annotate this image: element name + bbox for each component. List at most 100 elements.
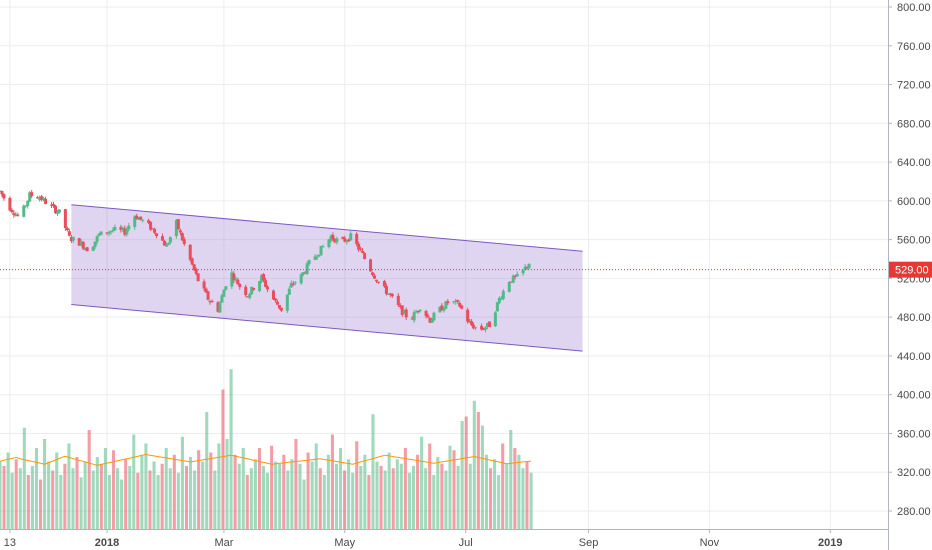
price-axis[interactable]: 800.00 760.00 720.00 680.00 640.00 600.00 560.… <box>888 2 932 518</box>
candle-body <box>232 273 236 281</box>
price-tick-label: 760.00 <box>897 41 931 53</box>
volume-bar <box>213 470 217 529</box>
volume-bar <box>432 475 436 529</box>
candle-body <box>258 281 262 291</box>
last-price-badge <box>889 261 932 278</box>
volume-bar <box>79 477 83 529</box>
candle-body <box>44 198 48 204</box>
candle-body <box>424 310 428 316</box>
candle-body <box>160 236 164 241</box>
volume-bar <box>249 468 253 529</box>
volume-bar <box>124 459 128 529</box>
volume-bar <box>480 425 484 529</box>
candle-body <box>398 305 402 307</box>
volume-bar <box>91 470 95 529</box>
volume-bar <box>156 475 160 529</box>
candle-body <box>509 281 513 283</box>
volume-bar <box>505 463 509 529</box>
volume-bar <box>399 463 403 529</box>
candle-body <box>307 260 311 265</box>
volume-bar <box>221 389 225 529</box>
candle-body <box>77 238 81 246</box>
candle-body <box>452 301 456 303</box>
volume-bar <box>383 470 387 529</box>
candle-body <box>162 240 166 246</box>
candle-body <box>125 229 129 235</box>
volume-bar <box>63 463 67 529</box>
candle-body <box>206 291 210 300</box>
volume-bar <box>180 436 184 529</box>
price-tick-label: 440.00 <box>897 351 931 363</box>
candle-body <box>293 282 297 284</box>
candle-body <box>168 237 172 243</box>
candle-body <box>277 304 281 309</box>
candle-body <box>485 322 489 327</box>
candle-body <box>343 238 347 242</box>
candle-body <box>260 275 264 282</box>
volume-bar <box>464 416 468 529</box>
price-tick-label: 280.00 <box>897 506 931 518</box>
volume-bar <box>298 463 302 529</box>
candle-body <box>196 273 200 282</box>
candle-body <box>487 321 491 328</box>
candle-body <box>493 312 497 327</box>
volume-bar <box>448 445 452 529</box>
candle-body <box>327 239 331 248</box>
candle-body <box>153 228 157 233</box>
candle-body <box>234 278 238 280</box>
volume-bar <box>371 414 375 529</box>
volume-bar <box>233 454 237 529</box>
volume-bar <box>26 475 30 529</box>
volume-bar <box>347 459 351 529</box>
candle-body <box>216 302 220 312</box>
volume-bar <box>274 461 278 529</box>
volume-bar <box>136 472 140 529</box>
candle-body <box>218 302 222 313</box>
volume-bar <box>387 452 391 529</box>
price-tick-label: 800.00 <box>897 2 931 14</box>
candle-body <box>26 200 30 206</box>
volume-bar <box>22 427 26 529</box>
candle-body <box>329 236 333 241</box>
volume-bar <box>245 475 249 529</box>
price-tick-label: 480.00 <box>897 312 931 324</box>
volume-bar <box>395 459 399 529</box>
volume-bar <box>18 468 22 529</box>
time-tick-label: Jul <box>459 537 473 549</box>
candle-body <box>359 248 363 250</box>
volume-bar <box>294 439 298 529</box>
candle-body <box>418 309 422 312</box>
volume-bar <box>484 454 489 529</box>
channel-upper-line <box>71 204 583 252</box>
candle-body <box>305 263 309 275</box>
time-tick-label: 2019 <box>818 537 842 549</box>
time-axis[interactable]: 13 2018 Mar May Jul Sep Nov 2019 <box>4 529 843 549</box>
candle-body <box>303 272 307 274</box>
candle-body <box>482 329 486 331</box>
candle-body <box>220 295 224 303</box>
volume-bar <box>367 475 371 529</box>
candle-body <box>202 281 206 289</box>
candle-body <box>396 295 400 305</box>
candle-body <box>107 232 111 234</box>
candle-body <box>264 280 268 287</box>
parallel-channel[interactable] <box>71 204 583 352</box>
candle-body <box>474 327 478 329</box>
candle-body <box>55 211 59 214</box>
candle-body <box>442 308 446 311</box>
candle-body <box>210 300 214 303</box>
candle-body <box>472 324 476 329</box>
volume-bar <box>407 472 411 529</box>
candle-body <box>2 194 6 199</box>
candle-body <box>376 281 380 283</box>
candle-body <box>69 237 73 241</box>
candle-body <box>137 217 141 220</box>
volume-bar <box>116 468 120 529</box>
volume-bar <box>363 454 367 529</box>
volume-bar <box>266 472 270 529</box>
volume-bar <box>257 448 261 529</box>
volume-bar <box>128 466 132 529</box>
candle-body <box>347 239 351 242</box>
